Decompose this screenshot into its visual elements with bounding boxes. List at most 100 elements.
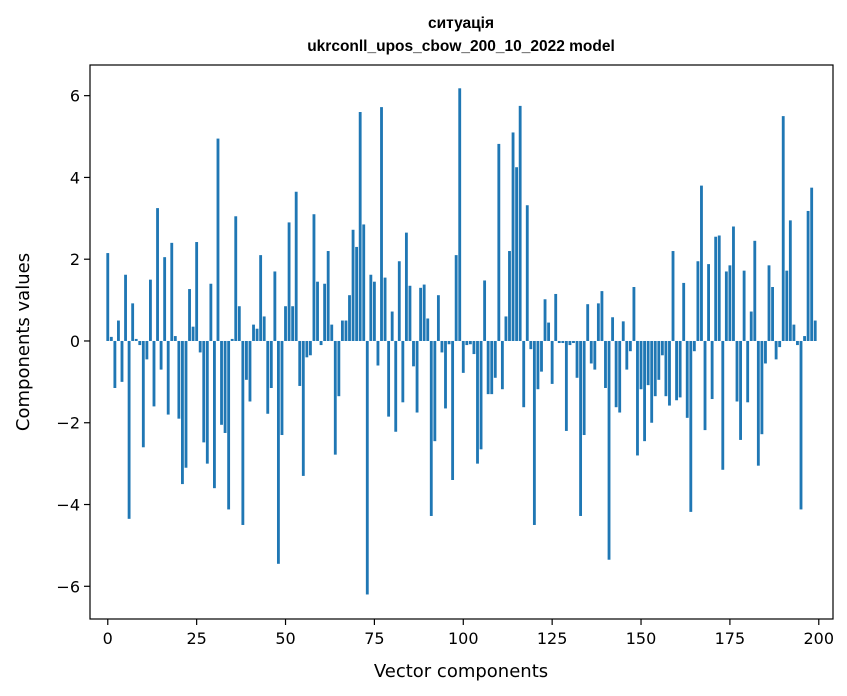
bar-component-15 [159, 340, 163, 370]
bar-component-114 [511, 132, 515, 341]
bar-component-184 [760, 340, 764, 435]
bar-component-19 [173, 336, 177, 341]
bar-component-162 [682, 282, 686, 341]
bar-component-167 [700, 185, 703, 341]
bar-component-86 [412, 340, 415, 367]
bar-component-141 [607, 340, 611, 560]
bar-component-126 [554, 293, 558, 341]
bar-component-199 [813, 320, 817, 341]
y-axis-label: Components values [13, 253, 34, 431]
plot-frame [89, 64, 834, 620]
bar-component-99 [458, 88, 462, 341]
bar-component-18 [170, 242, 174, 341]
bar-component-88 [419, 287, 423, 341]
bar-component-83 [401, 340, 405, 403]
bar-component-113 [508, 251, 511, 341]
bar-component-41 [252, 324, 255, 341]
bar-component-136 [589, 340, 593, 364]
bar-component-53 [294, 191, 298, 341]
bar-component-30 [213, 340, 216, 489]
bar-component-144 [618, 340, 622, 413]
bar-component-7 [131, 303, 135, 341]
bar-component-103 [472, 340, 476, 355]
bar-component-191 [785, 270, 789, 341]
y-axis-ticks: −6 −4 −2 0 2 4 6 [56, 87, 90, 596]
bar-component-12 [149, 279, 152, 341]
x-tick-label: 50 [275, 629, 295, 648]
bar-component-122 [540, 340, 543, 372]
bar-component-61 [323, 283, 327, 341]
bar-component-31 [216, 138, 220, 341]
bar-component-158 [668, 340, 671, 406]
bar-component-51 [287, 222, 291, 341]
bar-component-78 [383, 277, 387, 341]
bar-component-16 [163, 257, 167, 341]
bar-component-123 [543, 299, 547, 341]
bar-component-129 [564, 340, 568, 431]
bar-component-169 [707, 264, 710, 341]
bar-component-119 [529, 340, 533, 350]
bar-component-62 [326, 251, 330, 341]
bar-component-96 [447, 340, 451, 345]
bar-component-186 [767, 265, 771, 341]
bar-component-165 [692, 340, 696, 352]
bar-component-168 [703, 340, 707, 431]
bar-component-59 [316, 281, 319, 341]
bar-component-145 [621, 321, 625, 341]
bar-component-177 [735, 340, 739, 402]
y-tick-label: −2 [56, 414, 80, 433]
bar-component-48 [276, 340, 280, 564]
bar-component-150 [639, 340, 643, 390]
bar-component-87 [415, 340, 419, 413]
bars-group [106, 88, 817, 595]
bar-component-187 [771, 287, 774, 341]
bar-component-9 [138, 340, 142, 346]
bar-component-20 [177, 340, 181, 419]
bar-component-115 [515, 167, 519, 341]
bar-component-74 [369, 274, 373, 341]
bar-component-98 [454, 255, 458, 341]
bar-component-133 [579, 340, 583, 516]
bar-component-110 [497, 143, 501, 341]
bar-component-111 [500, 340, 504, 390]
bar-component-35 [230, 338, 234, 341]
x-tick-label: 75 [364, 629, 384, 648]
bar-component-171 [714, 236, 718, 341]
bar-component-131 [572, 340, 575, 344]
bar-component-140 [604, 340, 607, 388]
bar-component-194 [796, 340, 799, 346]
bar-component-157 [664, 340, 668, 397]
bar-component-121 [536, 340, 540, 390]
bar-component-57 [308, 340, 312, 356]
bar-component-28 [205, 340, 209, 464]
bar-component-32 [220, 340, 223, 425]
bar-component-36 [234, 216, 238, 341]
bar-component-132 [575, 340, 579, 378]
y-tick-label: 4 [70, 168, 80, 187]
bar-component-6 [127, 340, 131, 519]
bar-component-81 [394, 340, 398, 432]
bar-component-39 [245, 340, 248, 380]
bar-component-176 [732, 226, 735, 341]
bar-component-38 [241, 340, 245, 525]
y-tick-label: 0 [70, 332, 80, 351]
bar-component-23 [188, 289, 191, 341]
bar-component-142 [611, 317, 615, 341]
bar-component-155 [657, 340, 661, 380]
bar-component-179 [742, 270, 746, 341]
bar-component-151 [643, 340, 646, 442]
bar-component-10 [141, 340, 145, 448]
bar-component-44 [262, 316, 266, 341]
bar-component-91 [429, 340, 433, 516]
x-tick-label: 100 [448, 629, 479, 648]
bar-component-152 [646, 340, 650, 386]
bar-component-183 [756, 340, 760, 466]
x-axis-ticks: 0 25 50 75 100 125 150 175 200 [103, 619, 834, 648]
x-tick-label: 0 [103, 629, 113, 648]
bar-component-14 [156, 208, 159, 341]
bar-component-188 [774, 340, 778, 360]
bar-component-118 [525, 205, 529, 341]
bar-component-102 [468, 340, 472, 345]
bar-component-2 [113, 340, 117, 388]
